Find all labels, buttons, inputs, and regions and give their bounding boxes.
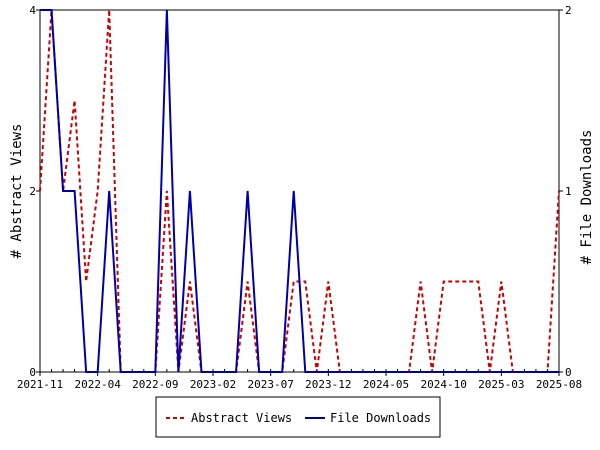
y-left-tick-label: 0 xyxy=(29,366,36,379)
x-tick-label: 2025-03 xyxy=(478,378,524,391)
y-right-tick-label: 2 xyxy=(565,4,572,17)
x-tick-label: 2023-07 xyxy=(247,378,293,391)
legend-label-file-downloads: File Downloads xyxy=(330,411,431,425)
x-tick-label: 2021-11 xyxy=(17,378,63,391)
y-right-tick-label: 0 xyxy=(565,366,572,379)
y-right-axis-title: # File Downloads xyxy=(579,130,595,265)
x-tick-label: 2023-02 xyxy=(190,378,236,391)
series-layer xyxy=(39,9,560,373)
axis-ticks: 2021-11 2022-04 2022-09 2023-02 2023-07 2023-… xyxy=(17,4,582,391)
x-tick-label: 2024-10 xyxy=(420,378,466,391)
x-tick-label: 2023-12 xyxy=(305,378,351,391)
series-line-file-downloads xyxy=(40,9,559,373)
plot-area xyxy=(39,9,560,373)
legend-label-abstract-views: Abstract Views xyxy=(191,411,292,425)
y-right-tick-label: 1 xyxy=(565,185,572,198)
x-tick-label: 2022-09 xyxy=(132,378,178,391)
x-tick-label: 2025-08 xyxy=(536,378,582,391)
x-tick-label: 2022-04 xyxy=(74,378,121,391)
x-tick-label: 2024-05 xyxy=(363,378,409,391)
legend-box xyxy=(155,396,441,438)
legend: Abstract Views File Downloads xyxy=(155,396,441,438)
y-left-tick-label: 4 xyxy=(29,4,36,17)
y-left-axis-title: # Abstract Views xyxy=(9,124,25,259)
y-left-tick-label: 2 xyxy=(29,185,36,198)
